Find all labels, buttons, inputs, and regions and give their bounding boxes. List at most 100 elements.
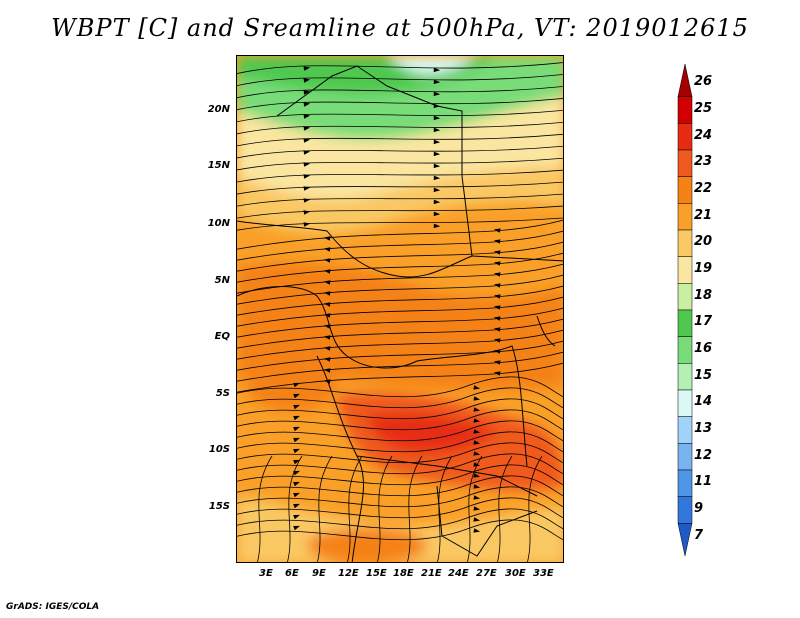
streamline	[467, 455, 483, 562]
streamline	[527, 455, 543, 562]
streamline-arrow	[293, 481, 300, 487]
lat-label-20n: 20N	[207, 104, 230, 115]
streamline	[237, 351, 563, 382]
streamline-arrow	[323, 291, 331, 296]
colorbar-swatch	[677, 523, 693, 557]
streamline-arrow	[433, 139, 441, 145]
streamline	[237, 74, 563, 87]
streamline	[237, 431, 563, 453]
streamline-arrow	[473, 473, 481, 478]
streamline	[237, 442, 563, 464]
streamline-arrow	[493, 338, 501, 343]
colorbar-level-label: 25	[694, 101, 713, 116]
streamline-arrow	[473, 495, 481, 500]
streamline	[237, 497, 563, 519]
colorbar-level-label: 13	[694, 421, 713, 436]
lon-label-6e: 6E	[285, 568, 299, 579]
colorbar-level-label: 19	[694, 261, 713, 276]
streamline-arrow	[323, 236, 331, 241]
colorbar-level-label: 7	[694, 527, 704, 543]
lon-label-3e: 3E	[259, 568, 273, 579]
streamline-arrow	[433, 199, 441, 205]
streamline-arrow	[303, 78, 311, 83]
lon-label-15e: 15E	[366, 568, 387, 579]
colorbar-swatch	[677, 443, 693, 471]
streamline	[237, 169, 563, 183]
streamline-arrow	[473, 385, 481, 390]
lat-label-10s: 10S	[208, 444, 230, 455]
colorbar-swatch	[677, 283, 693, 311]
streamline-arrow	[433, 91, 441, 97]
lat-label-15s: 15S	[208, 501, 230, 512]
border-south	[356, 455, 538, 497]
streamline-arrow	[473, 418, 481, 423]
streamline-arrow	[303, 114, 311, 119]
streamline	[497, 455, 513, 562]
streamline	[237, 97, 563, 111]
field-band-24	[367, 411, 497, 453]
streamlines	[237, 62, 563, 562]
streamline-arrow	[323, 269, 331, 274]
colorbar-level-label: 14	[694, 394, 713, 410]
colorbar-swatch	[677, 176, 693, 204]
streamline	[237, 398, 563, 420]
streamline	[237, 217, 563, 231]
colorbar-level-label: 17	[694, 314, 713, 330]
lon-label-9e: 9E	[312, 568, 326, 579]
streamline-arrow	[493, 360, 501, 365]
streamline	[287, 455, 303, 562]
streamline-arrow	[493, 305, 501, 310]
streamline-arrow	[323, 313, 331, 318]
streamline	[237, 274, 563, 305]
colorbar-level-label: 26	[694, 74, 713, 90]
streamline-arrow	[293, 415, 300, 421]
colorbar-swatch	[677, 363, 693, 391]
streamline-arrow	[303, 174, 311, 179]
streamline-arrow	[293, 503, 300, 509]
streamline-arrow	[433, 67, 441, 73]
credit-label: GrADS: IGES/COLA	[6, 602, 100, 612]
lon-label-21e: 21E	[421, 568, 442, 579]
streamline	[237, 193, 563, 207]
streamline-arrow	[303, 162, 311, 167]
streamline	[237, 121, 563, 135]
streamline-arrow	[323, 280, 331, 285]
colorbar-level-label: 12	[694, 447, 713, 463]
colorbar	[677, 63, 693, 557]
streamline-arrow	[473, 396, 481, 401]
streamline	[237, 230, 563, 261]
streamline-arrows	[293, 66, 501, 533]
colorbar-swatch	[677, 149, 693, 177]
streamline	[407, 455, 423, 562]
streamline-arrow	[433, 223, 441, 229]
streamline-arrow	[433, 187, 441, 193]
streamline-arrow	[433, 127, 441, 133]
streamline-arrow	[293, 426, 300, 432]
streamline	[237, 241, 563, 272]
streamline	[237, 486, 563, 508]
streamline-arrow	[293, 448, 300, 454]
colorbar-swatch	[677, 63, 693, 97]
streamline-arrow	[493, 316, 501, 321]
streamline-arrow	[433, 211, 441, 217]
streamline	[237, 519, 563, 541]
streamline-arrow	[303, 66, 311, 71]
streamline	[377, 455, 393, 562]
streamline-arrow	[293, 492, 300, 498]
streamline-arrow	[473, 462, 481, 467]
streamline	[237, 296, 563, 327]
streamline-arrow	[303, 102, 311, 107]
border-sahel	[237, 220, 473, 278]
map-panel	[236, 55, 564, 563]
streamline-arrow	[293, 404, 300, 410]
streamline-arrow	[433, 163, 441, 169]
page-title: WBPT [C] and Sreamline at 500hPa, VT: 20…	[51, 14, 749, 42]
streamline	[237, 340, 563, 371]
streamline-arrow	[473, 407, 481, 412]
colorbar-level-label: 9	[694, 501, 704, 516]
streamline	[347, 455, 363, 562]
colorbar-swatch	[677, 469, 693, 497]
streamline-arrow	[323, 247, 331, 252]
streamline-arrow	[293, 470, 300, 476]
field-patch-south	[307, 528, 427, 562]
